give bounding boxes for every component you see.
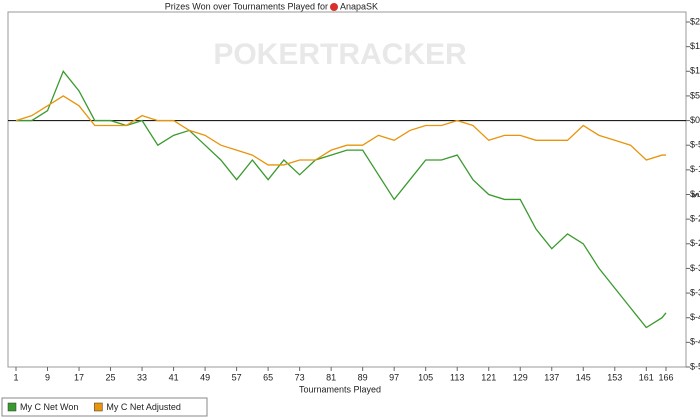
x-tick-label: 81 <box>326 372 336 382</box>
legend-label: My C Net Won <box>20 402 78 412</box>
y-tick-label: $5 <box>690 90 700 100</box>
legend-swatch <box>94 402 103 412</box>
x-tick-label: 25 <box>106 372 116 382</box>
legend-swatch <box>7 402 17 412</box>
y-tick-label: $-50 <box>690 361 700 371</box>
x-tick-label: 113 <box>450 372 464 382</box>
y-tick-label: $-15 <box>690 189 700 199</box>
x-tick-label: 153 <box>607 372 622 382</box>
y-tick-label: $-30 <box>690 263 700 273</box>
plot-frame <box>7 11 687 368</box>
x-tick-label: 89 <box>358 372 368 382</box>
x-tick-label: 97 <box>389 372 399 382</box>
y-tick-label: $-5 <box>690 140 700 150</box>
y-tick-label: $20 <box>690 16 700 26</box>
y-axis-title: $ <box>691 192 700 197</box>
y-tick-label: $-40 <box>690 312 700 322</box>
x-axis-title: Tournaments Played <box>299 384 381 394</box>
x-tick-label: 129 <box>513 372 528 382</box>
y-tick-label: $-10 <box>690 164 700 174</box>
x-tick-label: 17 <box>74 372 84 382</box>
y-tick-label: $-20 <box>690 214 700 224</box>
player-icon <box>330 3 338 11</box>
x-tick-label: 73 <box>295 372 305 382</box>
x-tick-label: 121 <box>481 372 496 382</box>
x-tick-label: 9 <box>45 372 50 382</box>
x-tick-label: 57 <box>232 372 242 382</box>
watermark: POKERTRACKER <box>213 38 467 71</box>
y-tick-label: $-35 <box>690 287 700 297</box>
x-tick-label: 166 <box>658 372 673 382</box>
y-tick-label: $15 <box>690 41 700 51</box>
player-name: AnapaSK <box>340 1 378 11</box>
y-tick-label: $-25 <box>690 238 700 248</box>
x-tick-label: 145 <box>576 372 591 382</box>
legend-label: My C Net Adjusted <box>106 402 181 412</box>
x-tick-label: 65 <box>263 372 273 382</box>
y-tick-label: $10 <box>690 66 700 76</box>
y-tick-label: $-45 <box>690 337 700 347</box>
series-line <box>15 95 666 166</box>
x-tick-label: 105 <box>418 372 433 382</box>
x-tick-label: 1 <box>13 372 18 382</box>
y-tick-label: $0 <box>690 115 700 125</box>
x-tick-label: 49 <box>200 372 210 382</box>
x-tick-label: 161 <box>639 372 654 382</box>
legend-box <box>1 397 208 417</box>
x-tick-label: 137 <box>544 372 559 382</box>
x-tick-label: 41 <box>169 372 179 382</box>
chart-title: Prizes Won over Tournaments Played for <box>165 1 328 11</box>
x-tick-label: 33 <box>137 372 147 382</box>
